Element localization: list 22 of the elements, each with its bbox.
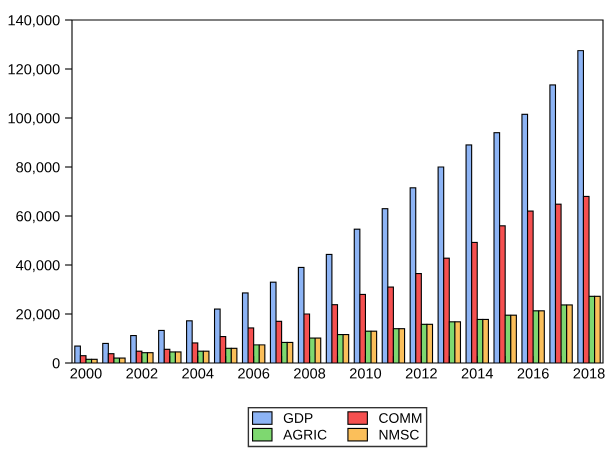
- legend-label: NMSC: [380, 430, 419, 440]
- y-tick-label: 20,000: [16, 309, 60, 322]
- x-tick-label: 2004: [182, 368, 214, 379]
- x-tick-label: 2012: [406, 368, 437, 379]
- x-tick-label: 2006: [238, 368, 270, 379]
- y-tick-label: 80,000: [16, 162, 60, 174]
- x-tick-label: 2016: [518, 368, 549, 379]
- x-tick-label: 2010: [350, 368, 382, 379]
- legend-label: COMM: [379, 413, 422, 423]
- y-tick-label: 0: [52, 358, 60, 368]
- y-tick-label: 40,000: [16, 260, 60, 272]
- legend-label: AGRIC: [283, 430, 327, 440]
- y-tick-label: 60,000: [16, 211, 60, 224]
- y-tick-label: 100,000: [8, 113, 60, 126]
- y-tick-label: 140,000: [8, 15, 60, 28]
- x-tick-label: 2018: [574, 368, 605, 379]
- y-tick-label: 120,000: [8, 64, 60, 76]
- x-tick-label: 2008: [294, 368, 326, 379]
- x-tick-label: 2014: [462, 368, 494, 379]
- legend-label: GDP: [284, 413, 312, 423]
- x-tick-label: 2000: [70, 368, 102, 379]
- x-tick-label: 2002: [126, 368, 158, 379]
